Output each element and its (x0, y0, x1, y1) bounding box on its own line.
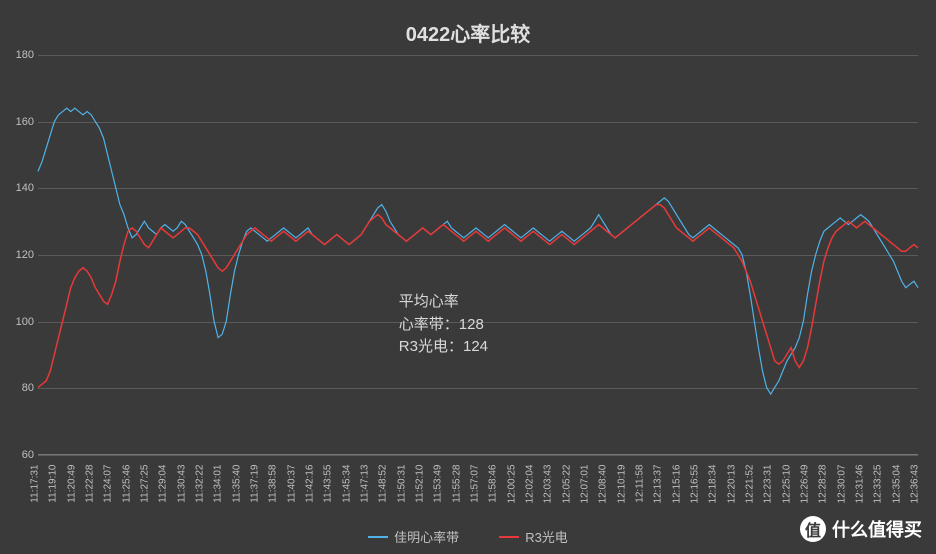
x-tick: 11:50:31 (396, 465, 407, 503)
x-tick: 12:00:25 (506, 465, 517, 504)
plot-area: 6080100120140160180 平均心率 心率带：128 R3光电：12… (38, 55, 918, 455)
chart-lines (38, 55, 918, 454)
legend-item-1: R3光电 (499, 527, 568, 546)
annotation-box: 平均心率 心率带：128 R3光电：124 (399, 291, 488, 359)
y-tick: 60 (8, 449, 34, 461)
legend-swatch-0 (368, 536, 388, 538)
x-tick: 11:34:01 (213, 465, 224, 503)
legend-item-0: 佳明心率带 (368, 527, 459, 546)
x-tick: 12:10:19 (616, 465, 627, 504)
x-tick: 12:28:28 (818, 465, 829, 504)
x-tick: 12:33:25 (873, 465, 884, 504)
annotation-line2: 心率带：128 (399, 314, 488, 337)
x-tick: 12:13:37 (653, 465, 664, 504)
legend-swatch-1 (499, 536, 519, 538)
watermark-badge: 值 (800, 516, 826, 542)
x-tick: 12:21:52 (745, 465, 756, 504)
x-tick: 12:36:43 (910, 465, 921, 504)
x-tick: 12:25:10 (781, 465, 792, 504)
x-tick: 12:35:04 (891, 465, 902, 504)
x-tick: 11:27:25 (140, 465, 151, 503)
x-tick: 12:23:31 (763, 465, 774, 504)
x-tick: 11:32:22 (195, 465, 206, 503)
x-tick: 11:43:55 (323, 465, 334, 503)
x-tick: 12:30:07 (836, 465, 847, 504)
x-tick: 12:18:34 (708, 465, 719, 504)
y-tick: 100 (8, 316, 34, 328)
legend: 佳明心率带 R3光电 (0, 527, 936, 546)
y-tick: 160 (8, 116, 34, 128)
x-tick: 11:19:10 (48, 465, 59, 503)
x-tick: 12:02:04 (525, 465, 536, 504)
x-tick: 11:52:10 (415, 465, 426, 503)
legend-label-0: 佳明心率带 (394, 527, 459, 546)
x-tick: 11:53:49 (433, 465, 444, 503)
x-tick: 11:25:46 (121, 465, 132, 503)
x-tick: 11:47:13 (360, 465, 371, 503)
x-tick: 12:20:13 (726, 465, 737, 504)
annotation-line1: 平均心率 (399, 291, 488, 314)
x-tick: 12:31:46 (855, 465, 866, 504)
x-tick: 11:40:37 (286, 465, 297, 503)
x-tick: 12:05:22 (561, 465, 572, 504)
y-tick: 180 (8, 49, 34, 61)
x-tick: 11:48:52 (378, 465, 389, 503)
x-tick: 12:08:40 (598, 465, 609, 504)
x-tick: 12:03:43 (543, 465, 554, 504)
chart-title: 0422心率比较 (0, 18, 936, 47)
watermark-text: 什么值得买 (832, 516, 922, 542)
annotation-line3: R3光电：124 (399, 336, 488, 359)
x-tick: 11:58:46 (488, 465, 499, 503)
x-tick: 11:22:28 (85, 465, 96, 503)
x-tick: 11:20:49 (66, 465, 77, 503)
y-tick: 120 (8, 249, 34, 261)
y-tick: 80 (8, 382, 34, 394)
x-tick: 11:57:07 (470, 465, 481, 503)
x-tick: 11:29:04 (158, 465, 169, 503)
x-tick: 11:17:31 (30, 465, 41, 503)
x-tick: 12:15:16 (671, 465, 682, 504)
grid-line (38, 455, 918, 456)
x-tick: 11:37:19 (250, 465, 261, 503)
x-tick: 12:16:55 (690, 465, 701, 504)
x-tick: 11:38:58 (268, 465, 279, 503)
x-tick: 12:26:49 (800, 465, 811, 504)
x-tick: 11:42:16 (305, 465, 316, 503)
x-tick: 12:11:58 (635, 465, 646, 503)
x-tick: 11:45:34 (341, 465, 352, 503)
x-tick: 12:07:01 (580, 465, 591, 504)
y-tick: 140 (8, 182, 34, 194)
x-tick: 11:55:28 (451, 465, 462, 503)
x-tick: 11:30:43 (176, 465, 187, 503)
legend-label-1: R3光电 (525, 527, 568, 546)
x-tick: 11:35:40 (231, 465, 242, 503)
watermark: 值 什么值得买 (800, 516, 922, 542)
x-tick: 11:24:07 (103, 465, 114, 503)
